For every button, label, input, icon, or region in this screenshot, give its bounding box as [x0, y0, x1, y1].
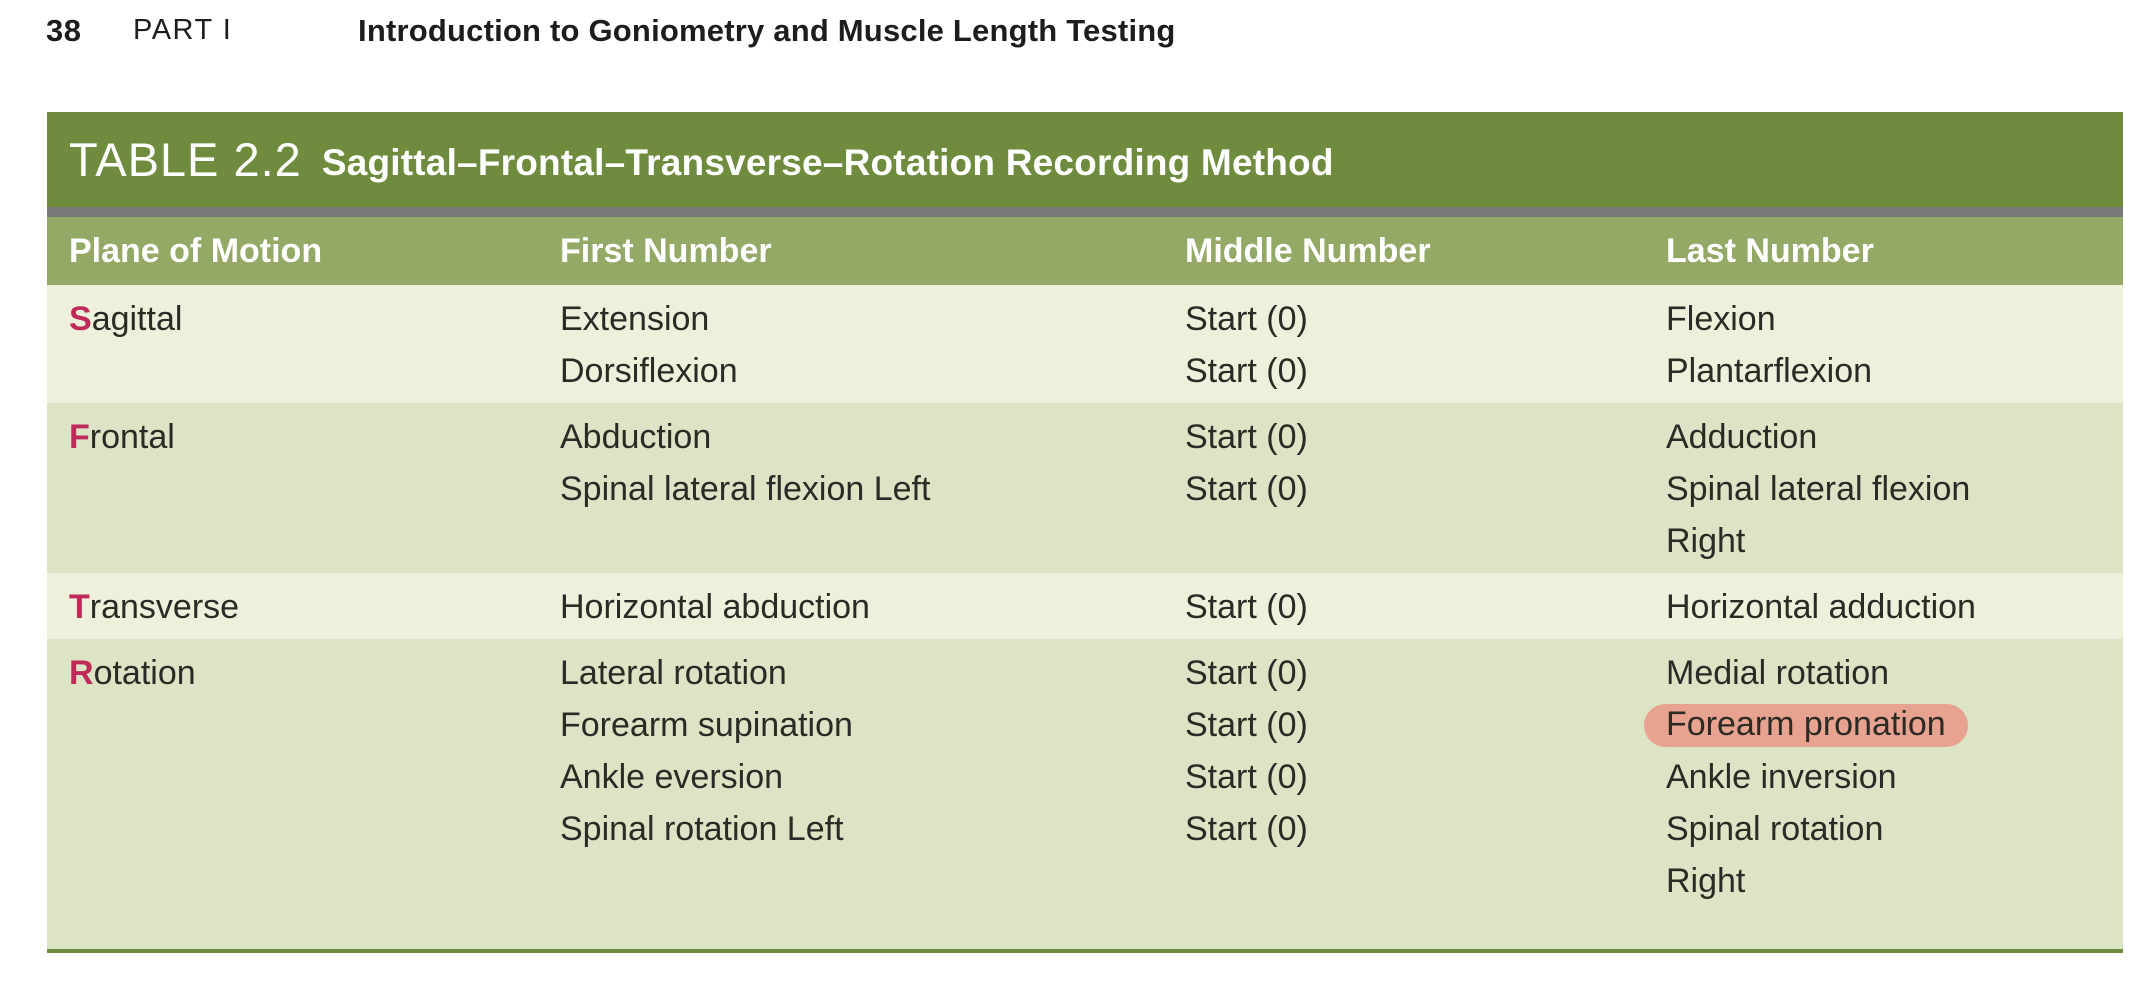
cell-line: Start (0)	[1185, 299, 1308, 338]
cell-line: Start (0)	[1185, 351, 1308, 390]
plane-cell: Sagittal	[47, 293, 560, 397]
plane-cell: Frontal	[47, 411, 560, 567]
plane-initial: F	[69, 417, 90, 456]
last-number-cell: Flexion Plantarflexion	[1666, 293, 2123, 397]
table-row-frontal: Frontal Abduction Spinal lateral flexion…	[47, 403, 2123, 573]
plane-initial: R	[69, 653, 94, 692]
last-number-cell: Medial rotation Forearm pronation Ankle …	[1644, 647, 2123, 907]
cell-line: Start (0)	[1185, 705, 1308, 744]
middle-number-cell: Start (0) Start (0)	[1185, 293, 1666, 397]
table-row-sagittal: Sagittal Extension Dorsiflexion Start (0…	[47, 285, 2123, 403]
cell-line: Dorsiflexion	[560, 351, 738, 390]
cell-line: Start (0)	[1185, 469, 1308, 508]
column-header-middle: Middle Number	[1185, 231, 1431, 270]
plane-cell: Transverse	[47, 581, 560, 633]
cell-line: Spinal rotation Left	[560, 809, 844, 848]
cell-line: Start (0)	[1185, 417, 1308, 456]
table-title-bar: TABLE 2.2 Sagittal–Frontal–Transverse–Ro…	[47, 112, 2123, 207]
cell-line: Start (0)	[1185, 653, 1308, 692]
cell-line: Right	[1666, 521, 1746, 560]
section-title: Introduction to Goniometry and Muscle Le…	[358, 13, 1176, 48]
cell-line: Extension	[560, 299, 710, 338]
table-title: Sagittal–Frontal–Transverse–Rotation Rec…	[321, 141, 1334, 183]
table-row-rotation: Rotation Lateral rotation Forearm supina…	[47, 639, 2123, 949]
cell-line: Spinal lateral flexion	[1666, 469, 1971, 508]
cell-line: Start (0)	[1185, 809, 1308, 848]
last-number-cell: Horizontal adduction	[1666, 581, 2123, 633]
highlight-marker: Forearm pronation	[1644, 703, 1968, 747]
cell-line: Start (0)	[1185, 757, 1308, 796]
column-header-plane: Plane of Motion	[69, 231, 323, 270]
cell-line: Horizontal adduction	[1666, 587, 1976, 626]
cell-line: Right	[1666, 861, 1746, 900]
column-header-row: Plane of Motion First Number Middle Numb…	[47, 217, 2123, 285]
plane-name: Sagittal	[69, 299, 183, 338]
cell-line: Abduction	[560, 417, 712, 456]
page-number: 38	[46, 13, 82, 48]
cell-line: Plantarflexion	[1666, 351, 1873, 390]
cell-line: Adduction	[1666, 417, 1818, 456]
plane-name: Rotation	[69, 653, 196, 692]
cell-line: Horizontal abduction	[560, 587, 870, 626]
table-bottom-rule	[47, 949, 2123, 953]
cell-line: Forearm pronation	[1644, 699, 2123, 751]
cell-line: Forearm supination	[560, 705, 853, 744]
table-2-2: TABLE 2.2 Sagittal–Frontal–Transverse–Ro…	[47, 112, 2123, 953]
first-number-cell: Abduction Spinal lateral flexion Left	[560, 411, 1185, 567]
cell-line: Ankle inversion	[1666, 757, 1897, 796]
column-header-last: Last Number	[1666, 231, 1874, 270]
first-number-cell: Lateral rotation Forearm supination Ankl…	[560, 647, 1185, 907]
part-label: PART I	[133, 14, 233, 46]
first-number-cell: Horizontal abduction	[560, 581, 1185, 633]
title-divider	[47, 207, 2123, 217]
cell-line: Start (0)	[1185, 587, 1308, 626]
plane-initial: S	[69, 299, 92, 338]
plane-cell: Rotation	[47, 647, 560, 907]
cell-line: Medial rotation	[1666, 653, 1890, 692]
table-label: TABLE 2.2	[69, 133, 302, 186]
plane-name: Frontal	[69, 417, 175, 456]
last-number-cell: Adduction Spinal lateral flexion Right	[1666, 411, 2123, 567]
middle-number-cell: Start (0) Start (0) Start (0) Start (0)	[1185, 647, 1666, 907]
cell-line: Ankle eversion	[560, 757, 784, 796]
table-row-transverse: Transverse Horizontal abduction Start (0…	[47, 573, 2123, 639]
middle-number-cell: Start (0)	[1185, 581, 1666, 633]
cell-line: Flexion	[1666, 299, 1776, 338]
column-header-first: First Number	[560, 231, 772, 270]
middle-number-cell: Start (0) Start (0)	[1185, 411, 1666, 567]
cell-line: Lateral rotation	[560, 653, 787, 692]
running-head: 38 PART I Introduction to Goniometry and…	[0, 13, 2130, 49]
cell-line: Spinal rotation	[1666, 809, 1884, 848]
cell-line: Spinal lateral flexion Left	[560, 469, 931, 508]
first-number-cell: Extension Dorsiflexion	[560, 293, 1185, 397]
plane-name: Transverse	[69, 587, 240, 626]
plane-initial: T	[69, 587, 90, 626]
